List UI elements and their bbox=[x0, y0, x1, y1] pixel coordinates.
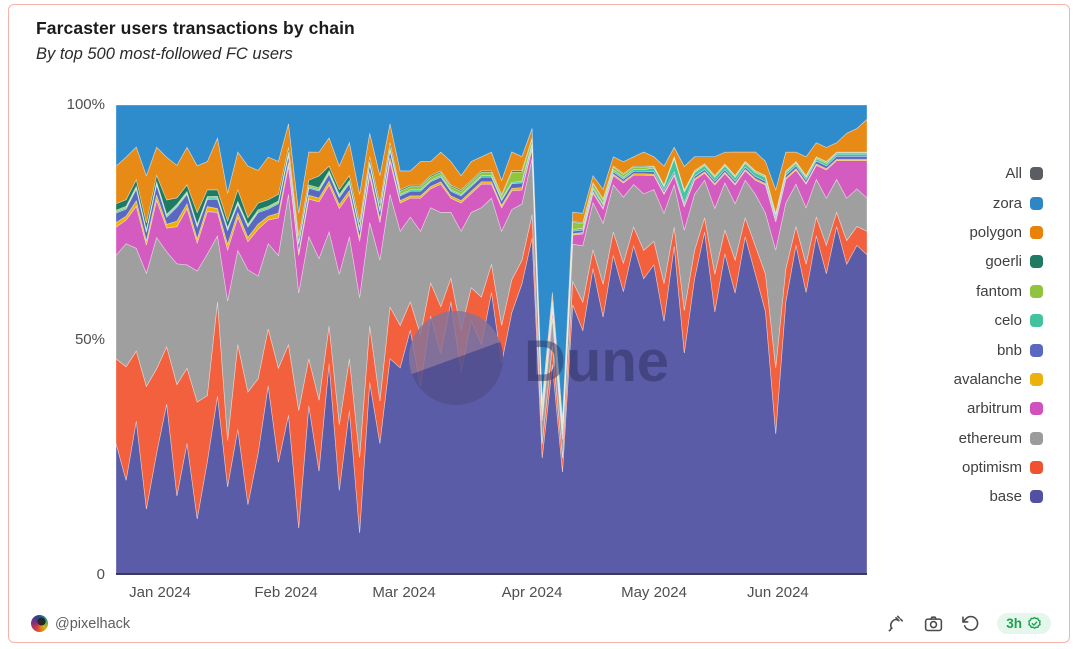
legend-item-arbitrum[interactable]: arbitrum bbox=[954, 394, 1043, 423]
last-refreshed-badge[interactable]: 3h bbox=[997, 613, 1051, 634]
legend-swatch bbox=[1030, 255, 1043, 269]
fork-button[interactable] bbox=[886, 614, 906, 634]
rotate-ccw-icon bbox=[962, 615, 979, 631]
legend-swatch bbox=[1030, 314, 1043, 328]
legend-label: celo bbox=[994, 312, 1022, 330]
watermark-circle-bottom bbox=[411, 341, 504, 406]
legend-item-ethereum[interactable]: ethereum bbox=[954, 424, 1043, 453]
legend-item-celo[interactable]: celo bbox=[954, 306, 1043, 335]
legend-swatch bbox=[1030, 225, 1043, 239]
legend-swatch bbox=[1030, 402, 1043, 416]
legend-swatch bbox=[1030, 343, 1043, 357]
legend-label: All bbox=[1005, 165, 1022, 183]
legend-item-polygon[interactable]: polygon bbox=[954, 218, 1043, 247]
legend-swatch bbox=[1030, 284, 1043, 298]
x-axis: Jan 2024 Feb 2024 Mar 2024 Apr 2024 May 2024… bbox=[9, 584, 1080, 604]
x-tick-jun-2024: Jun 2024 bbox=[747, 584, 809, 601]
legend-label: arbitrum bbox=[966, 400, 1022, 418]
legend: All zora polygon goerli fantom celo bnb avalanc… bbox=[954, 159, 1043, 512]
verified-check-icon bbox=[1028, 616, 1041, 629]
camera-icon bbox=[925, 616, 943, 632]
area-series-zora[interactable] bbox=[116, 105, 867, 419]
watermark-text: Dune bbox=[524, 329, 669, 394]
fork-icon bbox=[888, 615, 904, 631]
y-tick-50: 50% bbox=[74, 331, 105, 348]
legend-swatch bbox=[1030, 196, 1043, 210]
x-tick-apr-2024: Apr 2024 bbox=[501, 584, 563, 601]
watermark-circle-top bbox=[408, 310, 501, 375]
x-tick-feb-2024: Feb 2024 bbox=[254, 584, 318, 601]
x-tick-may-2024: May 2024 bbox=[621, 584, 687, 601]
legend-item-goerli[interactable]: goerli bbox=[954, 247, 1043, 276]
refresh-button[interactable] bbox=[961, 614, 980, 633]
legend-label: polygon bbox=[969, 223, 1022, 241]
legend-item-base[interactable]: base bbox=[954, 482, 1043, 511]
refreshed-ago-label: 3h bbox=[1006, 616, 1022, 631]
legend-label: optimism bbox=[961, 459, 1022, 477]
legend-swatch bbox=[1030, 167, 1043, 181]
legend-swatch bbox=[1030, 372, 1043, 386]
legend-swatch bbox=[1030, 490, 1043, 504]
legend-item-fantom[interactable]: fantom bbox=[954, 277, 1043, 306]
author-handle: @pixelhack bbox=[55, 615, 131, 632]
legend-label: ethereum bbox=[958, 429, 1022, 447]
stacked-area-chart[interactable]: Dune bbox=[116, 105, 867, 575]
legend-label: goerli bbox=[985, 253, 1022, 271]
x-tick-mar-2024: Mar 2024 bbox=[372, 584, 436, 601]
legend-item-zora[interactable]: zora bbox=[954, 188, 1043, 217]
author-avatar bbox=[31, 615, 48, 632]
legend-label: zora bbox=[992, 194, 1022, 212]
legend-label: bnb bbox=[996, 341, 1022, 359]
legend-item-avalanche[interactable]: avalanche bbox=[954, 365, 1043, 394]
x-tick-jan-2024: Jan 2024 bbox=[129, 584, 191, 601]
dune-watermark: Dune bbox=[408, 310, 669, 406]
author-block[interactable]: @pixelhack bbox=[31, 615, 130, 632]
legend-label: fantom bbox=[976, 282, 1022, 300]
screenshot-button[interactable] bbox=[923, 613, 944, 634]
legend-swatch bbox=[1030, 431, 1043, 445]
widget-actions: 3h bbox=[886, 613, 1051, 634]
legend-item-optimism[interactable]: optimism bbox=[954, 453, 1043, 482]
plot-area[interactable]: Dune bbox=[116, 105, 867, 575]
legend-item-bnb[interactable]: bnb bbox=[954, 335, 1043, 364]
chart-subtitle: By top 500 most-followed FC users bbox=[36, 45, 293, 63]
legend-swatch bbox=[1030, 461, 1043, 475]
legend-label: avalanche bbox=[953, 370, 1022, 388]
dashboard-widget-card: Farcaster users transactions by chain By… bbox=[8, 4, 1070, 643]
y-tick-100: 100% bbox=[66, 96, 105, 113]
legend-label: base bbox=[989, 488, 1022, 506]
legend-item-all[interactable]: All bbox=[954, 159, 1043, 188]
chart-title: Farcaster users transactions by chain bbox=[36, 18, 355, 38]
y-tick-0: 0 bbox=[96, 566, 105, 583]
